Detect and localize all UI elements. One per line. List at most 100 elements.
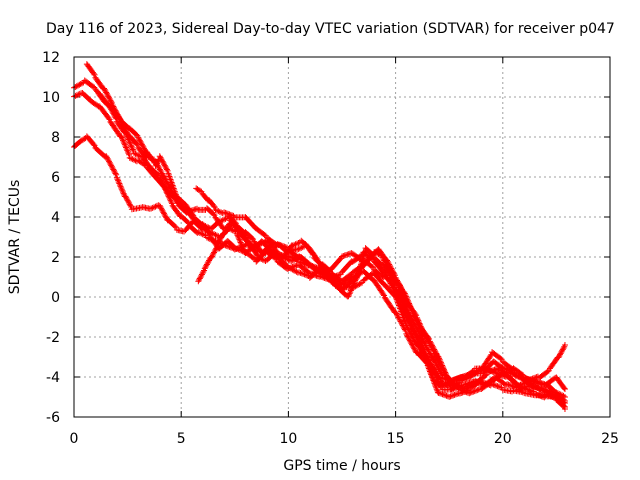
data-point — [172, 224, 179, 231]
data-point — [158, 157, 165, 164]
data-point — [495, 366, 502, 373]
data-point — [223, 226, 230, 233]
data-point — [332, 282, 339, 289]
y-tick-label: 2 — [51, 250, 60, 266]
data-point — [184, 219, 191, 226]
y-tick-label: 0 — [51, 290, 60, 306]
data-point — [396, 281, 403, 288]
data-point — [527, 387, 534, 394]
data-point — [512, 379, 519, 386]
data-point — [543, 387, 550, 394]
data-point — [456, 378, 463, 385]
data-point — [427, 339, 434, 346]
data-point — [159, 158, 166, 165]
data-point — [122, 143, 129, 150]
data-point — [411, 314, 418, 321]
data-point — [105, 115, 112, 122]
data-point — [396, 282, 403, 289]
data-point — [369, 264, 376, 271]
data-point — [289, 264, 296, 271]
data-point — [436, 355, 443, 362]
data-point — [221, 229, 228, 236]
data-point — [233, 245, 240, 252]
data-point — [431, 347, 438, 354]
data-point — [467, 389, 474, 396]
data-point — [292, 241, 299, 248]
data-point — [437, 358, 444, 365]
data-point — [123, 132, 130, 139]
data-point — [296, 258, 303, 265]
x-tick-label: 5 — [177, 431, 186, 447]
data-point — [416, 331, 423, 338]
data-point — [390, 269, 397, 276]
data-point — [424, 357, 431, 364]
data-point — [416, 329, 423, 336]
data-point — [113, 115, 120, 122]
data-point — [281, 243, 288, 250]
data-point — [201, 265, 208, 272]
data-point — [412, 316, 419, 323]
data-point — [126, 139, 133, 146]
data-point — [216, 208, 223, 215]
data-point — [219, 217, 226, 224]
data-point — [148, 205, 155, 212]
data-point — [561, 394, 568, 400]
data-point — [201, 231, 208, 238]
data-point — [158, 205, 165, 212]
data-point — [232, 223, 239, 230]
data-point — [349, 284, 356, 291]
data-point — [131, 156, 138, 163]
data-point — [123, 194, 130, 201]
data-point — [438, 361, 445, 368]
data-point — [156, 153, 163, 160]
data-point — [333, 283, 340, 290]
data-point — [559, 346, 566, 353]
data-point — [212, 231, 219, 238]
data-point — [107, 97, 114, 104]
data-point — [168, 198, 175, 205]
data-point — [558, 349, 565, 356]
data-point — [225, 222, 232, 229]
data-point — [163, 165, 170, 172]
data-point — [216, 238, 223, 245]
data-point — [391, 272, 398, 279]
data-point — [111, 111, 118, 118]
x-tick-label: 15 — [387, 431, 405, 447]
data-point — [134, 142, 141, 149]
data-point — [124, 147, 131, 154]
data-point — [401, 290, 408, 297]
data-point — [196, 229, 203, 236]
data-point — [415, 340, 422, 347]
data-point — [392, 274, 399, 281]
data-point — [128, 155, 135, 162]
data-point — [238, 247, 245, 254]
data-point — [73, 83, 80, 90]
data-point — [413, 317, 420, 324]
data-point — [426, 361, 433, 368]
data-point — [194, 205, 201, 212]
data-point — [418, 346, 425, 353]
data-point — [224, 224, 231, 231]
data-point — [432, 371, 439, 378]
data-point — [487, 353, 494, 360]
data-point — [76, 81, 83, 88]
data-point — [275, 252, 282, 259]
data-point — [433, 373, 440, 380]
data-point — [115, 177, 122, 184]
data-point — [429, 365, 436, 372]
data-point — [292, 268, 299, 275]
data-point — [259, 239, 266, 246]
data-point — [161, 162, 168, 169]
data-point — [421, 351, 428, 358]
data-point — [159, 208, 166, 215]
data-point — [423, 343, 430, 350]
data-point — [288, 264, 295, 271]
data-point — [126, 200, 133, 207]
data-point — [222, 228, 229, 235]
data-point — [189, 214, 196, 221]
data-point — [213, 245, 220, 252]
data-point — [75, 82, 82, 89]
data-point — [200, 268, 207, 275]
data-point — [223, 225, 230, 232]
data-point — [198, 271, 205, 278]
